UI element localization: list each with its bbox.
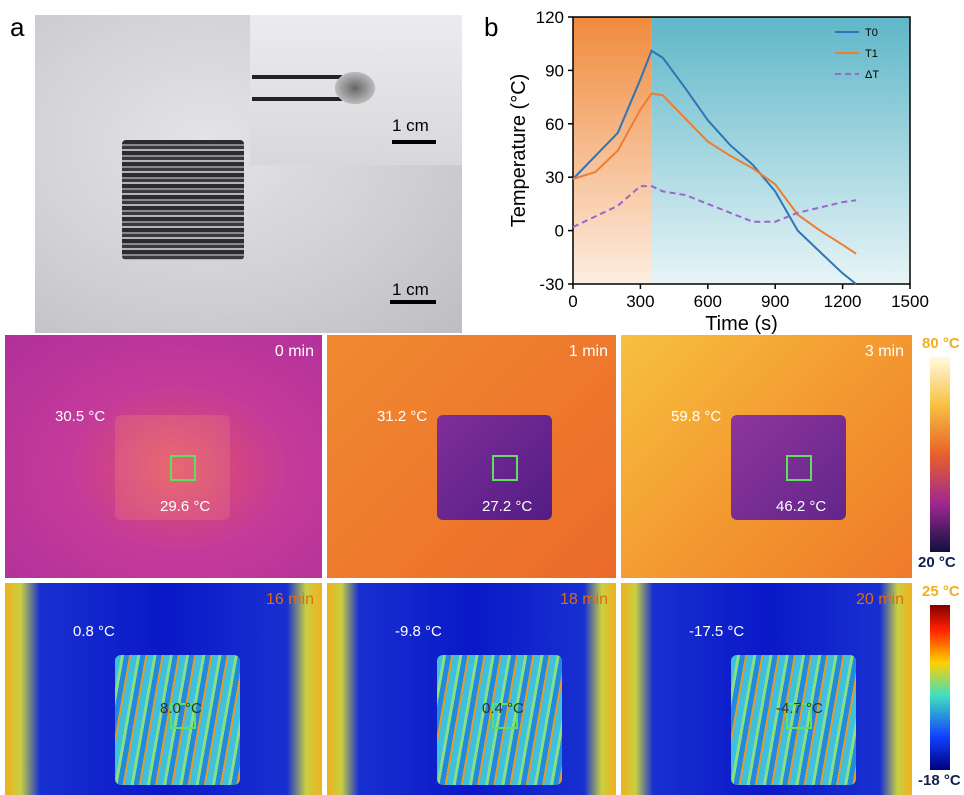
inset-sample	[335, 72, 375, 104]
time-label: 16 min	[265, 591, 314, 608]
y-tick-label: 60	[545, 115, 564, 134]
sample-label: 27.2 °C	[482, 498, 533, 515]
x-axis-label: Time (s)	[705, 313, 778, 335]
colorbar-top: 25 °C	[922, 583, 960, 600]
time-label: 20 min	[855, 591, 904, 608]
time-label: 3 min	[864, 343, 904, 360]
thermal-sample	[437, 415, 552, 520]
sample-label: 29.6 °C	[160, 498, 211, 515]
ambient-label: 0.8 °C	[73, 623, 115, 640]
time-label: 0 min	[274, 343, 314, 360]
series-line	[572, 49, 857, 285]
series-line	[572, 185, 857, 228]
target-box	[170, 455, 196, 481]
colorbar-top: 80 °C	[922, 335, 960, 352]
x-tick-label: 0	[568, 292, 577, 311]
ambient-label: 30.5 °C	[55, 408, 106, 425]
legend-label: T0	[865, 27, 878, 39]
sample-label: -4.7 °C	[776, 700, 823, 717]
x-tick-label: 1500	[891, 292, 929, 311]
y-tick-label: 0	[555, 222, 564, 241]
sample-label: 8.0 °C	[160, 700, 202, 717]
thermal-sample	[115, 415, 230, 520]
tweezer	[252, 75, 342, 79]
plot-frame	[572, 16, 911, 285]
legend-label: ΔT	[865, 69, 879, 81]
tweezer	[252, 97, 342, 101]
colorbar-bottom: 20 °C	[918, 554, 956, 571]
scale-bar	[390, 300, 436, 304]
y-tick-label: 30	[545, 168, 564, 187]
target-box	[492, 455, 518, 481]
series-line	[572, 92, 857, 255]
legend-label: T1	[865, 48, 878, 60]
sample-label: 46.2 °C	[776, 498, 827, 515]
y-tick-label: 120	[536, 8, 564, 27]
scale-label: 1 cm	[392, 116, 429, 135]
ambient-label: -9.8 °C	[395, 623, 442, 640]
y-tick-label: -30	[539, 275, 564, 294]
colorbar	[930, 357, 950, 552]
y-tick-label: 90	[545, 61, 564, 80]
target-box	[786, 703, 812, 729]
scale-bar	[392, 140, 436, 144]
target-box	[492, 703, 518, 729]
shaded-region	[651, 17, 910, 284]
x-tick-label: 600	[694, 292, 722, 311]
thermal-sample	[115, 655, 240, 785]
ambient-label: -17.5 °C	[689, 623, 745, 640]
target-box	[786, 455, 812, 481]
time-label: 18 min	[559, 591, 608, 608]
colorbar	[930, 605, 950, 770]
y-axis-label: Temperature (°C)	[508, 74, 530, 228]
x-tick-label: 900	[761, 292, 789, 311]
thermal-sample	[731, 655, 856, 785]
sample	[122, 140, 244, 260]
colorbar-bottom: -18 °C	[918, 772, 961, 789]
ambient-label: 59.8 °C	[671, 408, 722, 425]
time-label: 1 min	[568, 343, 608, 360]
panel-letter: a	[10, 12, 25, 42]
thermal-sample	[731, 415, 846, 520]
ambient-label: 31.2 °C	[377, 408, 428, 425]
x-tick-label: 1200	[824, 292, 862, 311]
sample-label: 0.4 °C	[482, 700, 524, 717]
panel-letter: b	[484, 12, 499, 42]
target-box	[170, 703, 196, 729]
shaded-region	[573, 17, 652, 284]
scale-label: 1 cm	[392, 280, 429, 299]
thermal-sample	[437, 655, 562, 785]
x-tick-label: 300	[626, 292, 654, 311]
